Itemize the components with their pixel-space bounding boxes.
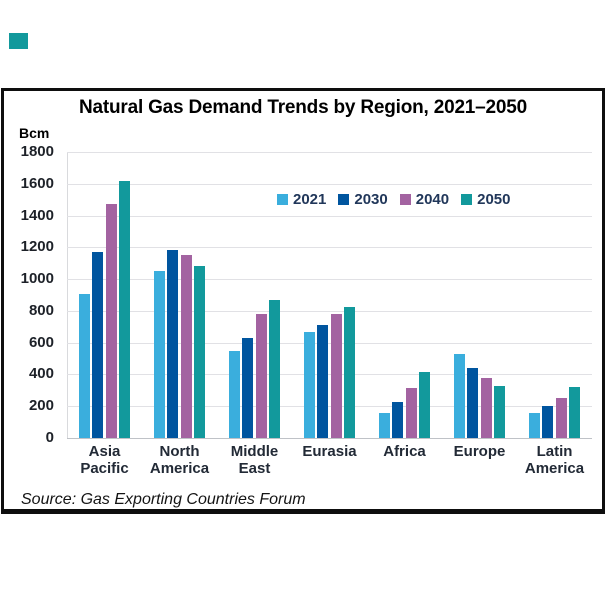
x-axis-label-north-america: North America [149, 443, 210, 477]
legend-item-2030: 2030 [338, 191, 388, 208]
bar-2030-asia-pacific [92, 252, 104, 438]
legend-swatch-2030 [338, 194, 350, 205]
y-tick-label-400: 400 [28, 365, 54, 383]
legend-label-2050: 2050 [477, 191, 511, 208]
bar-2030-latin-america [542, 406, 554, 438]
legend-swatch-2040 [399, 194, 411, 205]
bar-2040-asia-pacific [105, 203, 117, 438]
bar-2030-europe [467, 368, 479, 438]
y-axis-unit-label: Bcm [19, 125, 50, 141]
legend-item-2050: 2050 [461, 191, 511, 208]
y-tick-label-200: 200 [28, 397, 54, 415]
legend-item-2040: 2040 [399, 191, 450, 208]
legend-swatch-2050 [461, 194, 473, 205]
legend: 2021 2030 2040 2050 [277, 191, 511, 208]
legend-swatch-2021 [277, 194, 288, 205]
gridline-1200 [67, 247, 592, 249]
bar-2030-africa [392, 401, 404, 438]
bar-2050-middle-east [269, 299, 281, 438]
y-tick-label-1800: 1800 [20, 143, 54, 160]
bar-2050-asia-pacific [119, 180, 131, 438]
y-tick-label-800: 800 [28, 301, 54, 319]
gridline-1400 [67, 215, 592, 217]
bar-2021-africa [378, 412, 390, 438]
y-tick-label-0: 0 [45, 429, 54, 446]
bar-2040-europe [480, 377, 492, 438]
bar-2050-europe [494, 385, 506, 438]
gridline-0 [67, 438, 592, 439]
gridline-1000 [67, 279, 592, 281]
bar-2030-north-america [167, 249, 179, 438]
gridline-1600 [67, 183, 592, 185]
legend-label-2040: 2040 [415, 191, 450, 208]
bar-2030-eurasia [317, 325, 329, 438]
x-axis-label-asia-pacific: Asia Pacific [80, 443, 129, 477]
gridline-400 [67, 374, 592, 376]
gridline-600 [67, 342, 592, 344]
bar-2021-latin-america [528, 412, 540, 438]
bar-2040-africa [405, 388, 417, 438]
x-axis-label-europe: Europe [453, 443, 506, 460]
bar-2021-middle-east [228, 351, 240, 438]
bar-2050-latin-america [569, 387, 581, 438]
y-axis-line [67, 152, 68, 438]
x-axis-label-middle-east: Middle East [230, 443, 279, 477]
bar-2021-north-america [153, 271, 165, 438]
x-axis-label-eurasia: Eurasia [302, 443, 357, 460]
legend-label-2021: 2021 [293, 191, 327, 208]
bar-2021-europe [453, 353, 465, 438]
legend-label-2030: 2030 [354, 191, 388, 208]
bar-2050-north-america [194, 265, 206, 438]
source-note: Source: Gas Exporting Countries Forum [21, 491, 306, 508]
bar-2021-eurasia [303, 331, 315, 438]
gridline-1800 [67, 152, 592, 153]
y-tick-label-1400: 1400 [20, 206, 54, 224]
y-tick-label-1000: 1000 [20, 270, 54, 288]
bar-2050-africa [419, 372, 431, 438]
x-axis-label-africa: Africa [383, 443, 426, 460]
x-axis-label-latin-america: Latin America [524, 443, 585, 477]
gridline-200 [67, 406, 592, 408]
bar-2050-eurasia [344, 306, 356, 438]
plot-area [67, 152, 592, 439]
gridline-800 [67, 310, 592, 312]
bar-2040-eurasia [330, 314, 342, 438]
chart-frame: Natural Gas Demand Trends by Region, 202… [1, 88, 605, 514]
y-tick-label-1200: 1200 [20, 238, 54, 256]
corner-mark [9, 33, 28, 49]
legend-item-2021: 2021 [277, 191, 326, 208]
y-tick-label-1600: 1600 [20, 174, 54, 192]
bar-2040-middle-east [255, 314, 267, 438]
chart-title: Natural Gas Demand Trends by Region, 202… [78, 97, 528, 118]
bar-2040-north-america [180, 255, 192, 438]
bar-2021-asia-pacific [78, 294, 90, 438]
bar-2040-latin-america [555, 397, 567, 438]
bar-2030-middle-east [242, 337, 254, 438]
y-tick-label-600: 600 [28, 333, 54, 351]
